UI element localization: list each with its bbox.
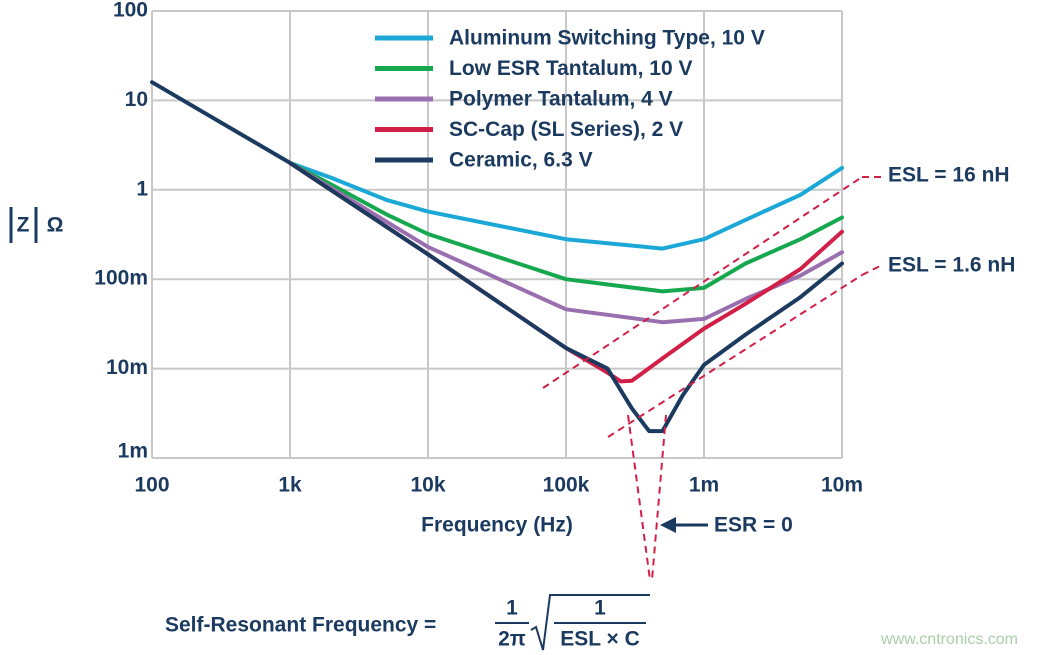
legend-label: Ceramic, 6.3 V (449, 149, 593, 172)
y-tick-label: 1m (118, 440, 148, 463)
formula-num: 1 (506, 597, 518, 620)
formula-root-den: ESL × C (560, 628, 640, 651)
x-tick-label: 10m (821, 474, 863, 497)
resonance-line (651, 414, 667, 581)
annotations: ESL = 16 nH ESL = 1.6 nH ESR = 0 Self-Re… (9, 164, 1018, 651)
x-axis-label: Frequency (Hz) (421, 514, 573, 537)
esl-16nh-line (542, 176, 863, 389)
legend-label: Aluminum Switching Type, 10 V (449, 27, 765, 50)
x-tick-label: 1k (278, 474, 302, 497)
y-tick-label: 100m (94, 267, 148, 290)
formula-lhs: Self-Resonant Frequency = (165, 614, 436, 637)
esl-1-6nh-label: ESL = 1.6 nH (888, 254, 1015, 277)
series-line (288, 160, 844, 325)
x-tick-label: 100 (134, 474, 169, 497)
legend-label: SC-Cap (SL Series), 2 V (449, 118, 683, 141)
formula-root-num: 1 (594, 597, 606, 620)
series-line (288, 160, 844, 251)
sqrt-sign (530, 594, 650, 651)
y-tick-label: 100 (113, 0, 148, 22)
y-tick-label: 1 (136, 177, 148, 200)
watermark: www.cntronics.com (880, 631, 1018, 648)
esr-arrowhead (660, 517, 676, 533)
x-tick-label: 100k (543, 474, 590, 497)
y-axis-label: Z (17, 214, 30, 237)
plot-area: 100 1k 10k 100k 1m 10m 1m 10m 100m 1 10 100 Aluminum… (94, 0, 863, 497)
legend-label: Low ESR Tantalum, 10 V (449, 57, 693, 80)
esl-16nh-label: ESL = 16 nH (888, 164, 1010, 187)
series-line (288, 160, 844, 294)
formula-den: 2π (498, 628, 526, 651)
y-tick-label: 10m (106, 356, 148, 379)
x-tick-label: 1m (689, 474, 719, 497)
esl-1-6nh-line (607, 274, 863, 438)
legend-label: Polymer Tantalum, 4 V (449, 88, 673, 111)
y-tick-label: 10 (125, 88, 148, 111)
esr-label: ESR = 0 (714, 514, 793, 537)
x-tick-label: 10k (410, 474, 445, 497)
y-axis-unit: Ω (47, 214, 64, 237)
esl-1-6nh-leader (861, 264, 883, 276)
series-line (150, 80, 844, 434)
resonance-line (627, 414, 651, 581)
